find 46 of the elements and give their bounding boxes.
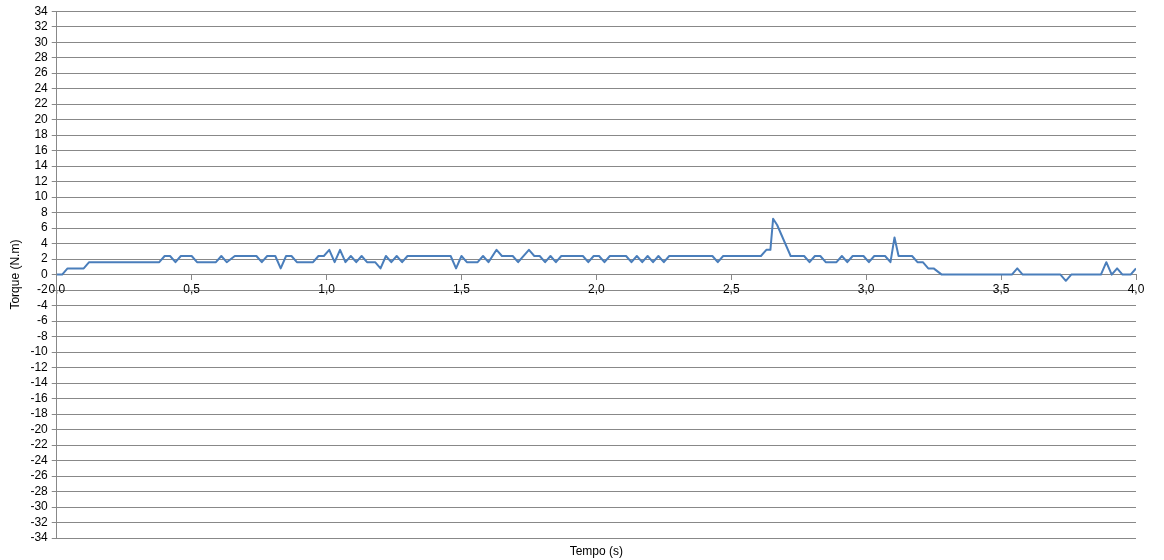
y-tick-label: 24 [34,80,49,95]
y-tick-label: 26 [34,65,49,80]
x-tick-label: 2,0 [588,282,606,297]
y-tick-label: -18 [30,406,49,421]
y-tick-label: -6 [37,313,49,328]
y-tick-label: -10 [30,344,49,359]
y-tick-label: -22 [30,437,49,452]
y-tick-label: -24 [30,452,49,467]
y-tick-label: -26 [30,468,49,483]
y-tick-label: -34 [30,530,49,545]
y-tick-label: -4 [37,297,49,312]
x-tick-label: 4,0 [1127,282,1145,297]
x-tick-label: 1,5 [453,282,471,297]
y-tick-label: -16 [30,390,49,405]
y-tick-label: -8 [37,328,49,343]
y-tick-label: 10 [34,189,49,204]
y-tick-label: -30 [30,499,49,514]
y-tick-label: 28 [34,49,49,64]
y-tick-label: 22 [34,96,49,111]
y-tick-label: 34 [34,3,49,18]
y-tick-label: -28 [30,483,49,498]
y-tick-label: 6 [41,220,49,235]
y-tick-label: 20 [34,111,49,126]
x-tick-label: 2,5 [722,282,740,297]
x-tick-label: 1,0 [318,282,336,297]
x-tick-label: 3,0 [857,282,875,297]
x-axis-title: Tempo (s) [569,544,624,559]
y-tick-label: 18 [34,127,49,142]
y-tick-label: -32 [30,514,49,529]
y-tick-label: 8 [41,204,49,219]
x-tick-label: 0,5 [183,282,201,297]
y-tick-label: 16 [34,142,49,157]
x-tick-label: 3,5 [992,282,1010,297]
y-tick-label: 4 [41,235,49,250]
y-tick-label: -12 [30,359,49,374]
y-axis-title: Torque (N.m) [7,239,22,310]
x-tick-label: 0,0 [48,282,66,297]
y-tick-label: 32 [34,19,49,34]
y-tick-label: -2 [37,282,49,297]
y-tick-label: -14 [30,375,49,390]
y-tick-label: 2 [41,251,49,266]
y-tick-label: 14 [34,158,49,173]
y-tick-label: 30 [34,34,49,49]
y-tick-label: 12 [34,173,49,188]
y-tick-label: -20 [30,421,49,436]
y-tick-label: 0 [41,266,49,281]
